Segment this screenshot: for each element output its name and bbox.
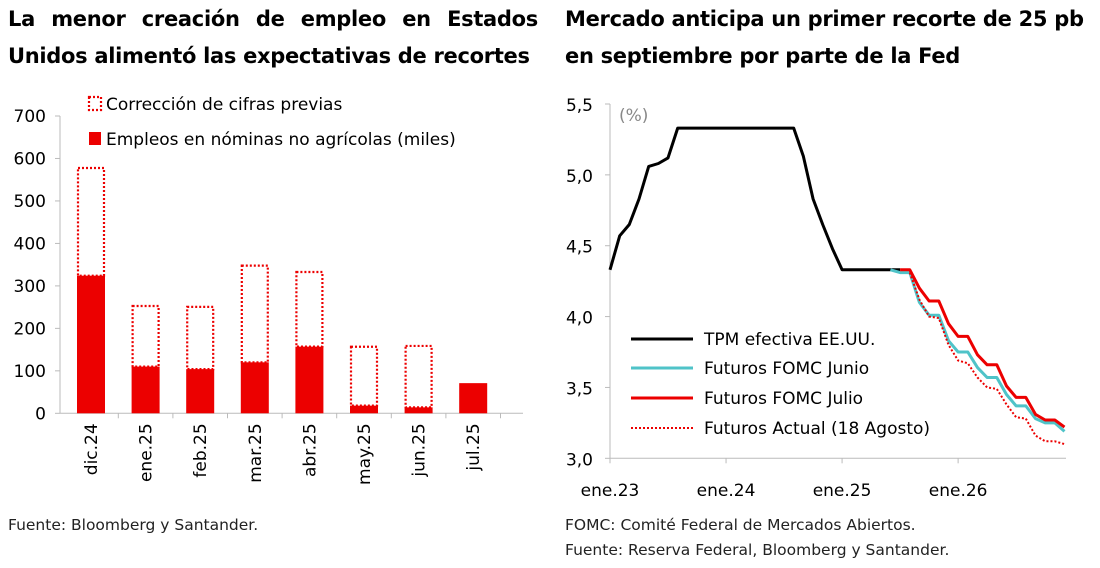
y-tick-label: 4,0 xyxy=(566,309,593,329)
bar-payrolls xyxy=(186,369,215,414)
bar-payrolls xyxy=(459,383,488,414)
y-tick-label: 600 xyxy=(14,149,46,169)
legend-label-payrolls: Empleos en nóminas no agrícolas (miles) xyxy=(106,130,456,150)
x-tick-label: ene.24 xyxy=(697,481,756,501)
bar-correction xyxy=(131,304,160,368)
series-line-2 xyxy=(900,268,1066,429)
y-tick-label: 700 xyxy=(14,107,46,127)
y-tick-label: 0 xyxy=(35,404,46,424)
fed-rate-line-chart: 3,0 3,5 4,0 4,5 5,0 5,5 (%) ene.23 ene.24 ene.25 e… xyxy=(566,96,1066,501)
legend-swatch-correction xyxy=(87,95,103,112)
bar-payrolls xyxy=(404,407,433,414)
series-line-0 xyxy=(608,126,901,272)
y-tick-label: 100 xyxy=(14,362,46,382)
bar-payrolls xyxy=(295,346,324,414)
x-tick-label: abr.25 xyxy=(300,423,320,477)
bar-correction xyxy=(240,264,269,364)
bar-payrolls xyxy=(350,405,378,414)
y-tick-label: 3,0 xyxy=(566,450,593,470)
legend-swatch-payrolls xyxy=(89,132,101,145)
y-tick-label: 300 xyxy=(14,277,46,297)
x-tick-label: ene.25 xyxy=(137,423,157,482)
bar-correction xyxy=(295,270,324,348)
x-tick-label: jul.25 xyxy=(464,423,484,471)
y-tick-label: 4,5 xyxy=(566,238,593,258)
y-tick-label: 200 xyxy=(14,319,46,339)
right-source: Fuente: Reserva Federal, Bloomberg y San… xyxy=(565,541,950,559)
left-source: Fuente: Bloomberg y Santander. xyxy=(8,516,259,534)
y-tick-label: 500 xyxy=(14,192,46,212)
y-tick-label: 400 xyxy=(14,234,46,254)
bar-correction xyxy=(404,344,433,409)
x-tick-label: feb.25 xyxy=(191,423,211,477)
left-chart-title: La menor creación de empleo en Estados U… xyxy=(8,7,538,68)
right-note: FOMC: Comité Federal de Mercados Abierto… xyxy=(565,516,916,534)
right-chart-title: Mercado anticipa un primer recorte de 25… xyxy=(565,7,1084,68)
bar-payrolls xyxy=(240,362,269,414)
payrolls-bar-chart: 0 100 200 300 400 500 600 700 dic.24 ene.25 feb.25… xyxy=(14,95,523,485)
y-tick-label: 3,5 xyxy=(566,379,593,399)
x-tick-label: mar.25 xyxy=(246,423,266,482)
x-tick-label: ene.26 xyxy=(929,481,988,501)
bar-payrolls xyxy=(131,366,160,414)
bar-correction xyxy=(186,305,215,371)
y-unit-label: (%) xyxy=(619,106,648,126)
legend-label-2: Futuros FOMC Julio xyxy=(704,389,863,409)
x-tick-label: may.25 xyxy=(355,423,375,485)
y-tick-label: 5,5 xyxy=(566,96,593,116)
bar-correction xyxy=(349,345,379,407)
bar-correction xyxy=(76,166,106,277)
x-tick-label: dic.24 xyxy=(82,423,102,475)
legend-label-0: TPM efectiva EE.UU. xyxy=(703,330,875,350)
x-tick-label: jun.25 xyxy=(410,423,430,477)
legend-label-1: Futuros FOMC Junio xyxy=(704,359,869,379)
series-line-1 xyxy=(889,268,1066,433)
x-tick-label: ene.25 xyxy=(813,481,872,501)
x-tick-label: ene.23 xyxy=(581,481,640,501)
legend-label-3: Futuros Actual (18 Agosto) xyxy=(704,419,930,439)
y-tick-label: 5,0 xyxy=(566,167,593,187)
bar-payrolls xyxy=(77,275,105,414)
legend-label-correction: Corrección de cifras previas xyxy=(106,95,342,115)
